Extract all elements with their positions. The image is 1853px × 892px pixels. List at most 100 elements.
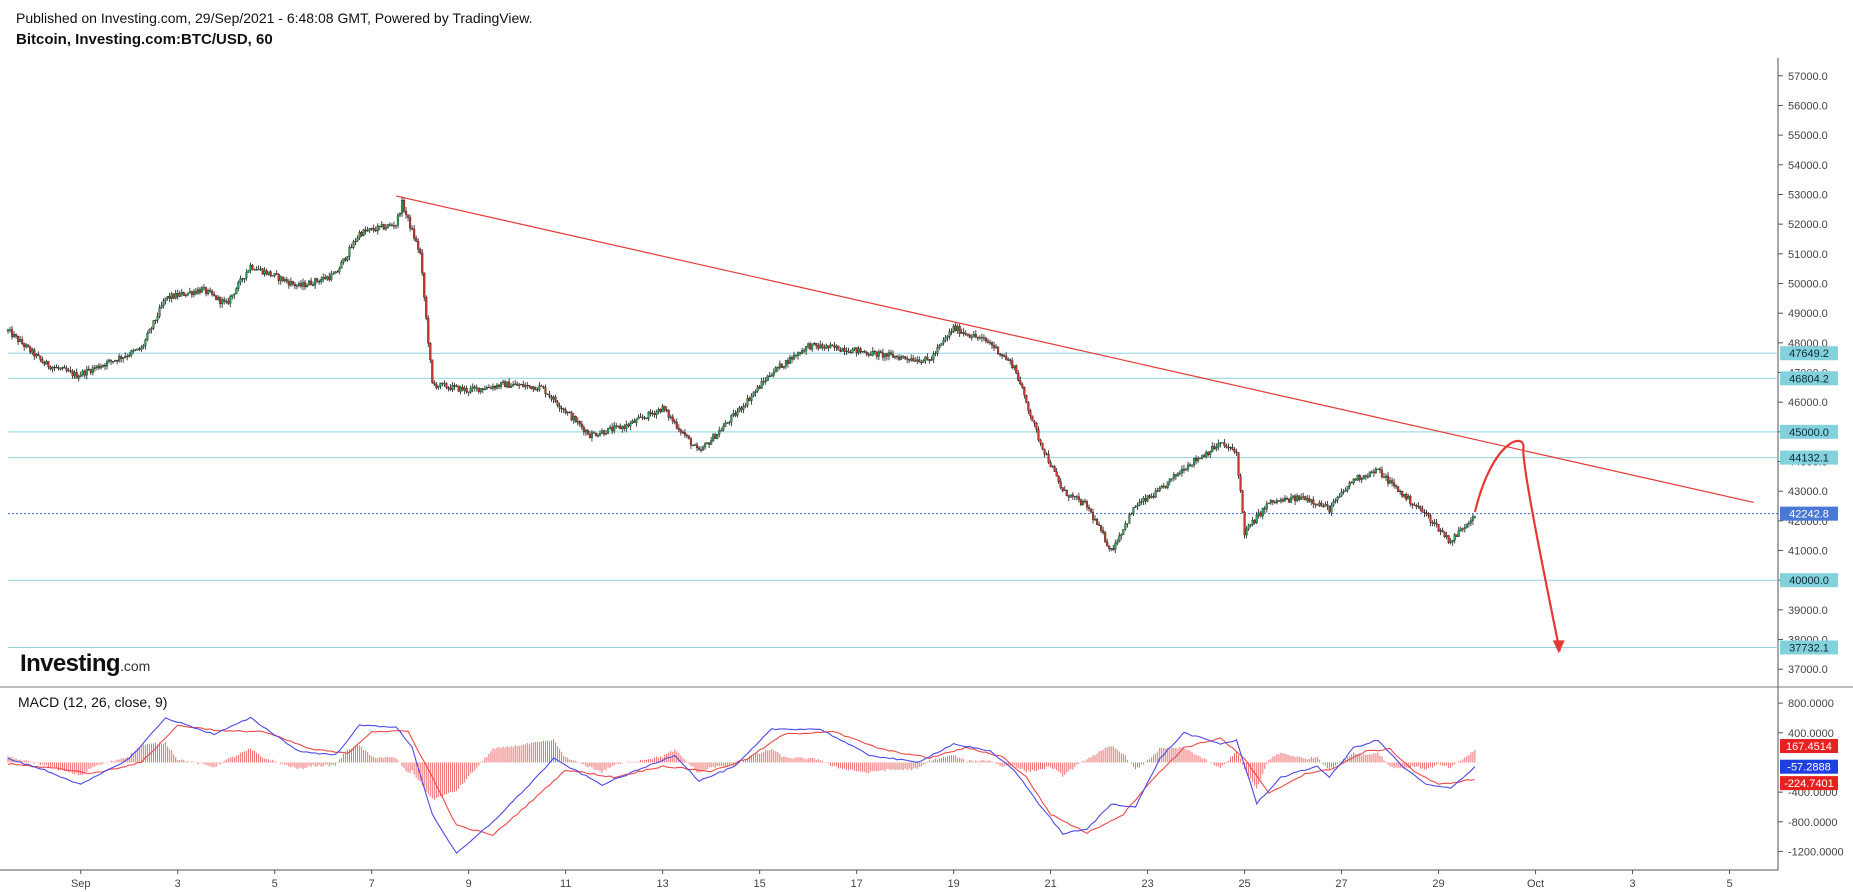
candle-body xyxy=(1227,447,1230,449)
candle-body xyxy=(788,357,792,364)
descending-trendline[interactable] xyxy=(395,195,1754,504)
candle-body xyxy=(1112,548,1115,550)
projection-arrow[interactable] xyxy=(1473,439,1561,652)
current-price-badge: 42242.8 xyxy=(1780,506,1838,521)
candle-body xyxy=(293,283,296,287)
candle-body xyxy=(378,225,381,227)
candle-body xyxy=(685,435,688,437)
candle-body xyxy=(1049,462,1052,467)
candle-body xyxy=(772,372,775,376)
candle-body xyxy=(546,393,549,395)
candle-body xyxy=(714,434,717,439)
candle-body xyxy=(1417,505,1420,507)
candle-body xyxy=(1471,516,1474,521)
candle-body xyxy=(1374,468,1377,473)
candle-body xyxy=(687,435,690,439)
candle-body xyxy=(1342,491,1345,493)
candle-body xyxy=(754,390,757,393)
candle-body xyxy=(657,409,660,412)
candle-body xyxy=(1289,497,1293,503)
candle-body xyxy=(712,434,715,441)
candle-body xyxy=(1435,522,1438,525)
candle-body xyxy=(322,277,325,280)
candle-body xyxy=(1108,545,1111,549)
candle-body xyxy=(170,293,173,299)
candle-body xyxy=(1318,502,1321,506)
candle-body xyxy=(463,387,466,391)
candle-body xyxy=(53,366,56,369)
candle-body xyxy=(984,338,987,342)
candle-body xyxy=(1134,506,1137,508)
logo-suffix: .com xyxy=(119,658,151,674)
candle-body xyxy=(1233,449,1236,452)
candle-body xyxy=(443,383,446,385)
candle-body xyxy=(883,353,886,358)
candle-body xyxy=(1425,512,1428,514)
candle-body xyxy=(140,347,143,350)
candle-body xyxy=(13,334,16,337)
candle-body xyxy=(243,278,246,280)
candle-body xyxy=(97,365,100,369)
level-price-badge-bg xyxy=(1780,450,1838,465)
candle-body xyxy=(659,409,662,413)
candle-body xyxy=(255,269,258,271)
candle-body xyxy=(756,386,759,392)
candle-body xyxy=(308,280,311,286)
price-badges: 47649.2 46804.2 45000.0 44132.1 40000.0 37732… xyxy=(1780,346,1838,791)
candle-body xyxy=(1261,507,1264,517)
level-price-badge-text: 45000.0 xyxy=(1789,427,1829,439)
chart-frame xyxy=(0,58,1853,871)
candle-body xyxy=(762,381,765,383)
candle-body xyxy=(1094,519,1097,521)
candle-body xyxy=(1382,476,1386,478)
candle-body xyxy=(980,337,983,339)
candle-body xyxy=(1237,452,1240,476)
level-price-badge: 46804.2 xyxy=(1780,371,1838,386)
candle-body xyxy=(992,345,996,348)
candle-body xyxy=(817,345,820,349)
candle-body xyxy=(649,411,652,415)
candle-body xyxy=(726,422,729,424)
candle-body xyxy=(1001,353,1004,356)
candle-body xyxy=(1310,499,1313,502)
candle-body xyxy=(1316,504,1319,506)
candle-body xyxy=(79,374,82,377)
candle-body xyxy=(1132,507,1135,515)
candle-body xyxy=(1069,494,1072,498)
candle-body xyxy=(758,386,761,389)
candle-body xyxy=(603,430,606,435)
macd-tick-label: 800.0000 xyxy=(1788,698,1834,710)
candle-body xyxy=(861,351,864,353)
candle-body xyxy=(1110,548,1113,550)
candle-body xyxy=(904,356,907,359)
candle-body xyxy=(1005,355,1008,360)
candle-body xyxy=(225,300,228,303)
candle-body xyxy=(1023,387,1026,396)
candle-body xyxy=(437,386,440,388)
candle-body xyxy=(63,367,66,369)
candle-body xyxy=(61,367,64,369)
candle-body xyxy=(655,411,658,416)
candle-body xyxy=(522,384,525,388)
candle-body xyxy=(635,419,638,423)
candle-body xyxy=(1150,495,1153,498)
candle-body xyxy=(590,432,593,438)
candle-body xyxy=(1079,499,1082,505)
time-tick-label: 27 xyxy=(1335,878,1347,890)
candle-body xyxy=(572,415,575,421)
candle-body xyxy=(1245,528,1248,536)
candle-body xyxy=(916,359,919,362)
candle-body xyxy=(1269,500,1272,504)
candle-body xyxy=(1393,482,1396,487)
candle-body xyxy=(25,344,28,348)
candle-body xyxy=(1358,475,1361,480)
candle-body xyxy=(1275,500,1278,504)
candle-body xyxy=(407,214,410,218)
candle-body xyxy=(1287,498,1291,503)
candle-body xyxy=(487,387,490,389)
candle-body xyxy=(928,358,931,361)
level-price-badge-bg xyxy=(1780,346,1838,361)
candle-body xyxy=(285,279,288,282)
candle-body xyxy=(1449,541,1452,543)
